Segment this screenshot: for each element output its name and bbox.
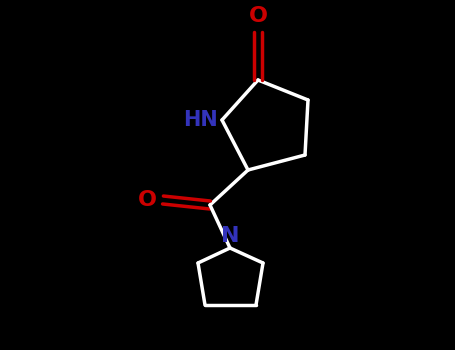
Text: O: O: [138, 190, 157, 210]
Text: HN: HN: [183, 110, 218, 130]
Text: N: N: [221, 226, 239, 246]
Text: O: O: [248, 6, 268, 26]
